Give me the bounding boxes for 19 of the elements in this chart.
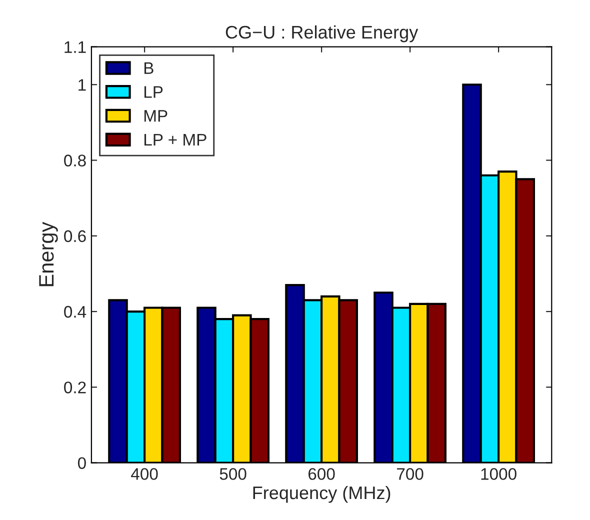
chart-title: CG−U : Relative Energy (226, 25, 418, 42)
x-tick-label: 500 (220, 468, 246, 480)
x-tick-label: 1000 (481, 468, 516, 480)
legend-label: LP + MP (144, 134, 206, 146)
legend-label: B (144, 62, 154, 74)
x-axis-title: Frequency (MHz) (253, 486, 390, 503)
y-tick-label: 0 (78, 457, 86, 470)
y-tick-label: 0.6 (64, 230, 86, 242)
y-tick-label: 0.2 (64, 382, 86, 394)
x-tick-label: 400 (131, 468, 158, 480)
y-axis-title: Energy (39, 222, 58, 286)
y-tick-label: 1 (78, 79, 86, 91)
y-tick-label: 1.1 (64, 41, 86, 53)
legend-label: LP (144, 86, 163, 98)
legend-label: MP (144, 110, 168, 122)
x-tick-label: 700 (397, 468, 424, 480)
y-tick-label: 0.4 (64, 306, 86, 318)
x-tick-label: 600 (308, 468, 335, 480)
y-tick-label: 0.8 (64, 154, 86, 166)
